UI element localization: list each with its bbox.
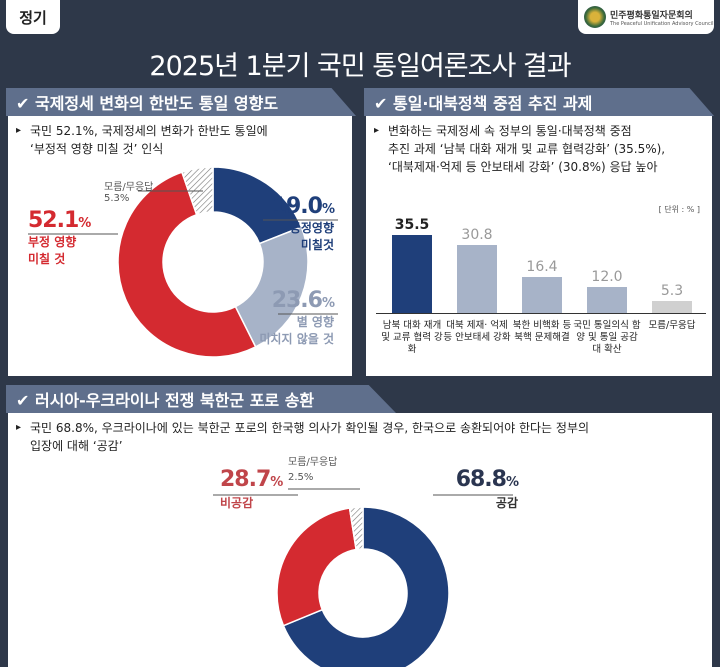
neg-label: 52.1% 부정 영향 미칠 것	[28, 208, 91, 266]
section-header-2: ✔ 통일·대북정책 중점 추진 과제	[364, 88, 714, 116]
bar-value-label: 35.5	[394, 216, 430, 233]
bar-value-label: 30.8	[461, 227, 493, 244]
bar-category-label: 국민 통일의식 함양 및 통일 공감대 확산	[573, 320, 641, 355]
donut-slice	[348, 506, 364, 551]
emblem-icon	[584, 6, 606, 28]
donut-chart-influence	[28, 166, 338, 358]
panel-influence: 국민 52.1%, 국제정세의 변화가 한반도 통일에‘부정적 영향 미칠 것’…	[8, 116, 352, 376]
logo-name-en: The Peaceful Unification Advisory Counci…	[610, 20, 714, 27]
donut-chart-pow	[213, 488, 513, 667]
logo-name-ko: 민주평화통일자문회의	[610, 10, 693, 21]
note: 국민 68.8%, 우크라이나에 있는 북한군 포로의 한국행 의사가 확인될 …	[8, 413, 712, 455]
bar	[587, 286, 627, 313]
page-title: 2025년 1분기 국민 통일여론조사 결과	[149, 51, 571, 82]
bar	[522, 276, 562, 313]
bar	[652, 301, 692, 313]
donut-slice	[276, 507, 357, 627]
note: 국민 52.1%, 국제정세의 변화가 한반도 통일에‘부정적 영향 미칠 것’…	[8, 116, 352, 158]
section-header-3: ✔ 러시아-우크라이나 전쟁 북한군 포로 송환	[6, 385, 396, 413]
donut-slice	[282, 506, 450, 667]
dk-label: 모름/무응답 5.3%	[104, 182, 154, 204]
dk-label: 모름/무응답 2.5%	[288, 457, 338, 483]
bar-category-label: 북한 비핵화 등 북핵 문제해결	[512, 320, 572, 343]
bar-value-label: 12.0	[591, 268, 623, 285]
bar-value-label: 5.3	[660, 283, 684, 300]
unit-label: [ 단위 : % ]	[658, 205, 700, 214]
bar-chart-policy: 35.5 남북 대화 재개 및 교류 협력 강화 30.8 대북 제재· 억제 등 안…	[376, 217, 706, 355]
donut-slice	[234, 226, 309, 348]
category-badge: 정기	[6, 0, 60, 34]
neg-label: 28.7% 비공감	[220, 467, 283, 510]
bar	[392, 234, 432, 313]
panel-pow: 국민 68.8%, 우크라이나에 있는 북한군 포로의 한국행 의사가 확인될 …	[8, 413, 712, 667]
bar-category-label: 남북 대화 재개 및 교류 협력 강화	[381, 320, 443, 355]
bar-category-label: 모름/무응답	[648, 320, 696, 331]
section-header-1: ✔ 국제정세 변화의 한반도 통일 영향도	[6, 88, 356, 116]
neu-label: 23.6% 별 영향 미치지 않을 것	[259, 288, 335, 346]
org-logo: 민주평화통일자문회의 The Peaceful Unification Advis…	[578, 0, 714, 34]
bar-category-label: 대북 제재· 억제 등 안보태세 강화	[443, 320, 511, 343]
pos-label: 68.8% 공감	[455, 467, 519, 510]
pos-label: 19.0% 긍정영향 미칠것	[271, 194, 335, 252]
bar	[457, 245, 497, 313]
donut-slice	[117, 171, 257, 358]
bar-value-label: 16.4	[526, 258, 558, 275]
